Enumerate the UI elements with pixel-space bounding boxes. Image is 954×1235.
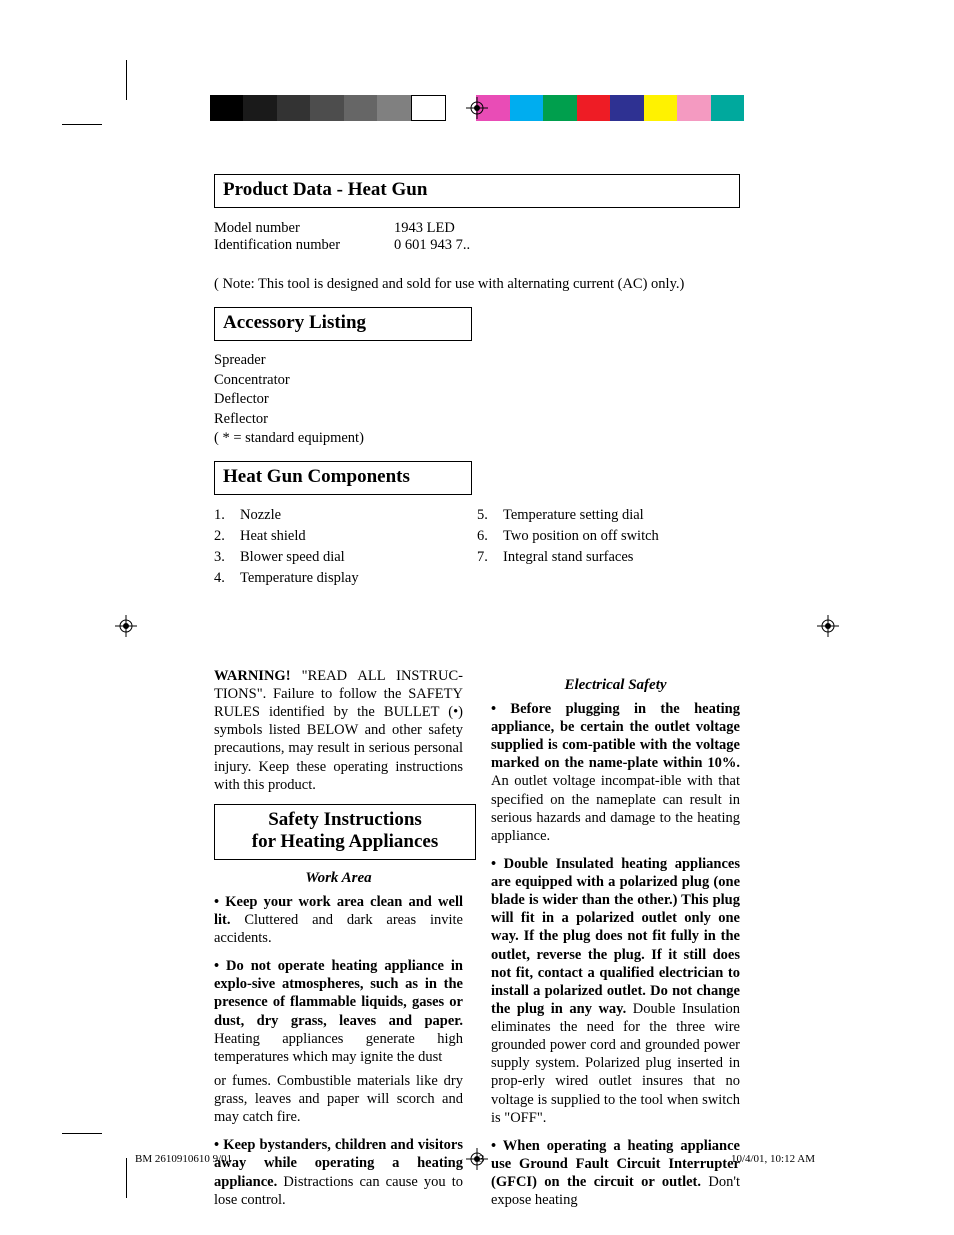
footer-page-number: 3 — [479, 1153, 485, 1165]
list-item: 4.Temperature display — [214, 568, 477, 589]
registration-mark-icon — [466, 97, 488, 119]
product-data-table: Model number 1943 LED Identification num… — [214, 220, 740, 254]
page-content: Product Data - Heat Gun Model number 194… — [214, 174, 740, 1219]
list-item: 2.Heat shield — [214, 526, 477, 547]
registration-mark-icon — [115, 615, 137, 637]
table-row: Model number 1943 LED — [214, 220, 740, 237]
page-footer: BM 2610910610 9/01 3 10/4/01, 10:12 AM — [135, 1153, 815, 1165]
list-item: Spreader — [214, 351, 740, 371]
list-item: Reflector — [214, 410, 740, 430]
list-item: Concentrator — [214, 371, 740, 391]
subheading-work-area: Work Area — [214, 870, 463, 887]
section-title-safety: Safety Instructionsfor Heating Appliance… — [214, 804, 476, 860]
subheading-electrical: Electrical Safety — [491, 677, 740, 694]
table-row: Identification number 0 601 943 7.. — [214, 237, 740, 254]
body-paragraph: or fumes. Combustible materials like dry… — [214, 1072, 463, 1126]
row-value: 0 601 943 7.. — [394, 237, 470, 254]
list-item: 7.Integral stand surfaces — [477, 547, 740, 568]
row-label: Model number — [214, 220, 394, 237]
components-list: 1.Nozzle 2.Heat shield 3.Blower speed di… — [214, 505, 740, 589]
accessory-list: Spreader Concentrator Deflector Reflecto… — [214, 351, 740, 449]
left-column: WARNING! "READ ALL INSTRUC-TIONS". Failu… — [214, 667, 463, 1219]
body-paragraph: • When operating a heating appliance use… — [491, 1137, 740, 1210]
body-paragraph: • Keep bystanders, children and visitors… — [214, 1136, 463, 1209]
body-paragraph: • Before plugging in the heating applian… — [491, 700, 740, 845]
section-title-accessory: Accessory Listing — [214, 307, 472, 341]
right-column: Electrical Safety • Before plugging in t… — [491, 667, 740, 1219]
row-value: 1943 LED — [394, 220, 455, 237]
body-paragraph: • Keep your work area clean and well lit… — [214, 893, 463, 947]
note-text: ( Note: This tool is designed and sold f… — [214, 276, 740, 293]
warning-paragraph: WARNING! "READ ALL INSTRUC-TIONS". Failu… — [214, 667, 463, 794]
registration-mark-icon — [817, 615, 839, 637]
section-title-product-data: Product Data - Heat Gun — [214, 174, 740, 208]
list-item: 5.Temperature setting dial — [477, 505, 740, 526]
footer-timestamp: 10/4/01, 10:12 AM — [731, 1153, 815, 1165]
body-paragraph: • Do not operate heating appliance in ex… — [214, 957, 463, 1066]
list-item: Deflector — [214, 390, 740, 410]
list-item: 1.Nozzle — [214, 505, 477, 526]
list-item: 3.Blower speed dial — [214, 547, 477, 568]
section-title-components: Heat Gun Components — [214, 461, 472, 495]
body-paragraph: • Double Insulated heating appliances ar… — [491, 855, 740, 1127]
list-item: ( * = standard equipment) — [214, 429, 740, 449]
list-item: 6.Two position on off switch — [477, 526, 740, 547]
footer-doc-id: BM 2610910610 9/01 — [135, 1153, 232, 1165]
row-label: Identification number — [214, 237, 394, 254]
